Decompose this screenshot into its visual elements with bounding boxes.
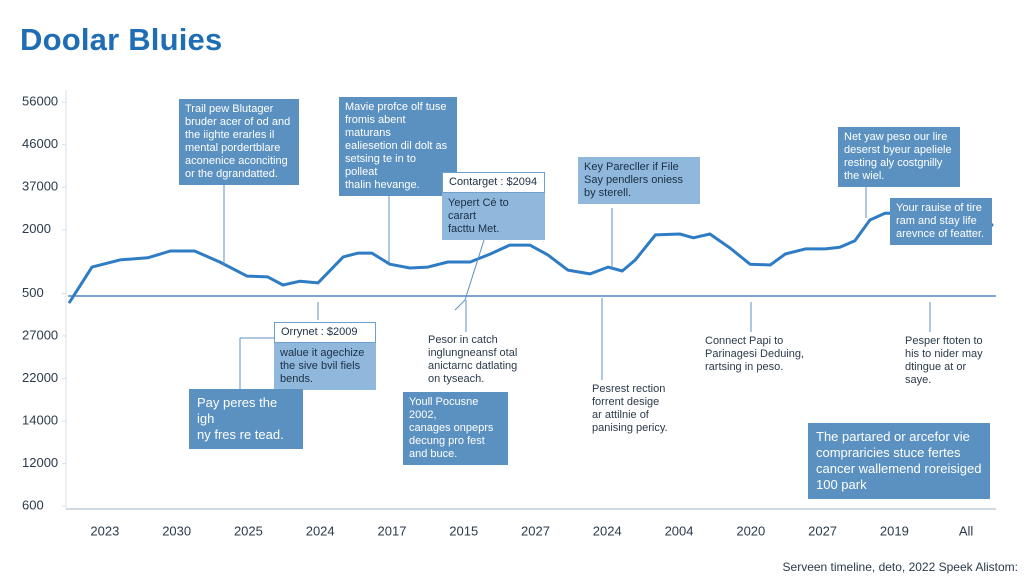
annotation-line: bends. bbox=[280, 373, 314, 385]
source-note: Serveen timeline, deto, 2022 Speek Alist… bbox=[782, 560, 1018, 574]
annotation-line: walue it agechize bbox=[280, 347, 365, 359]
leader-line bbox=[454, 299, 466, 311]
annotation: Mavie profce olf tuse fromis abent matura… bbox=[339, 97, 457, 196]
annotation-line: canages onpeprs bbox=[409, 422, 494, 434]
annotation-line: his to nider may bbox=[905, 348, 983, 360]
annotation-line: compraricies stuce fertes bbox=[816, 445, 961, 460]
annotation: Connect Papi to Parinagesi Deduing, rartsi… bbox=[705, 335, 825, 374]
annotation-line: inglungneansf otal bbox=[428, 347, 518, 359]
annotation-line: 100 park bbox=[816, 477, 867, 492]
x-tick-label: 2027 bbox=[521, 523, 550, 538]
annotation-line: anictarnc datlating bbox=[428, 360, 518, 372]
annotation-line: Pesper ftoten to bbox=[905, 335, 983, 347]
y-tick-label: 600 bbox=[22, 497, 44, 512]
y-tick-label: 14000 bbox=[22, 412, 58, 427]
annotation-line: Mavie profce olf tuse bbox=[345, 101, 447, 113]
annotation: Your rauise of tire ram and stay life arev… bbox=[890, 198, 992, 245]
annotation-line: Your rauise of tire bbox=[896, 202, 982, 214]
annotation: Key Parecller if File Say pendlers oniess… bbox=[578, 157, 700, 204]
x-tick-label: 2015 bbox=[449, 523, 478, 538]
y-tick-label: 27000 bbox=[22, 327, 58, 342]
annotation-line: Pesrest rection bbox=[592, 383, 666, 395]
x-tick-label: 2024 bbox=[593, 523, 622, 538]
annotation-line: by sterell. bbox=[584, 187, 632, 199]
x-tick-label: 2024 bbox=[306, 523, 335, 538]
annotation-line: ny fres re tead. bbox=[197, 427, 284, 442]
x-tick-label: 2017 bbox=[378, 523, 407, 538]
data-line bbox=[68, 211, 994, 304]
annotation-line: The partared or arcefor vie bbox=[816, 429, 970, 444]
annotation-line: the wiel. bbox=[844, 170, 885, 182]
annotation-line: Trail pew Blutager bbox=[185, 103, 274, 115]
y-tick-label: 500 bbox=[22, 285, 44, 300]
annotation-line: the sive bvil fiels bbox=[280, 360, 361, 372]
annotation: Pay peres the igh ny fres re tead. bbox=[189, 389, 303, 449]
annotation-header: Orrynet : $2009 bbox=[274, 322, 376, 343]
annotation-header: Contarget : $2094 bbox=[442, 172, 545, 193]
annotation-line: panising pericy. bbox=[592, 422, 668, 434]
y-tick-label: 37000 bbox=[22, 179, 58, 194]
annotation-line: Youll Pocusne 2002, bbox=[409, 396, 479, 421]
x-tick-label: 2019 bbox=[880, 523, 909, 538]
annotation-line: ar attilnie of bbox=[592, 409, 649, 421]
y-tick-label: 56000 bbox=[22, 94, 58, 109]
x-tick-label: 2027 bbox=[808, 523, 837, 538]
annotation: Pesrest rection forrent desige ar attilnie… bbox=[592, 383, 702, 435]
x-tick-label: 2025 bbox=[234, 523, 263, 538]
annotation-line: and buce. bbox=[409, 448, 458, 460]
annotation-line: deserst byeur apeliele bbox=[844, 144, 952, 156]
annotation-line: decung pro fest bbox=[409, 435, 485, 447]
annotation-line: bruder acer of od and bbox=[185, 116, 291, 128]
y-tick-label: 12000 bbox=[22, 455, 58, 470]
x-tick-label: 2030 bbox=[162, 523, 191, 538]
annotation-line: the iighte erarles il bbox=[185, 129, 275, 141]
annotation-line: dtingue at or bbox=[905, 361, 967, 373]
annotation-line: Yepert Cé to carart bbox=[448, 197, 509, 222]
annotation-line: thalin hevange. bbox=[345, 179, 420, 191]
x-tick-label: 2004 bbox=[665, 523, 694, 538]
annotation-line: Pesor in catch bbox=[428, 334, 498, 346]
annotation-line: arevnce of featter. bbox=[896, 228, 985, 240]
annotation-line: or the dgrandatted. bbox=[185, 168, 278, 180]
x-tick-label: 2020 bbox=[736, 523, 765, 538]
annotation-line: on tyseach. bbox=[428, 373, 485, 385]
annotation-line: resting aly costgnilly bbox=[844, 157, 943, 169]
annotation: The partared or arcefor vie compraricies … bbox=[808, 423, 990, 499]
x-tick-label: 2023 bbox=[90, 523, 119, 538]
leader-line bbox=[464, 239, 485, 301]
annotation-line: Connect Papi to bbox=[705, 335, 784, 347]
annotation: Net yaw peso our lire deserst byeur apeli… bbox=[838, 127, 960, 187]
annotation: Orrynet : $2009 walue it agechize the sive… bbox=[274, 322, 376, 390]
y-tick-label: 22000 bbox=[22, 370, 58, 385]
annotation-line: Parinagesi Deduing, bbox=[705, 348, 805, 360]
annotation-line: aconenice aconciting bbox=[185, 155, 288, 167]
annotation: Pesor in catch inglungneansf otal anictarn… bbox=[428, 334, 548, 386]
x-tick-label: All bbox=[959, 523, 974, 538]
annotation-line: rartsing in peso. bbox=[705, 361, 784, 373]
y-tick-label: 46000 bbox=[22, 136, 58, 151]
annotation-line: mental pordertblare bbox=[185, 142, 281, 154]
annotation: Contarget : $2094 Yepert Cé to carart fact… bbox=[442, 172, 545, 240]
y-tick-label: 2000 bbox=[22, 221, 51, 236]
annotation-line: ram and stay life bbox=[896, 215, 977, 227]
annotation: Trail pew Blutager bruder acer of od and t… bbox=[179, 99, 299, 185]
annotation: Pesper ftoten to his to nider may dtingue … bbox=[905, 335, 1005, 387]
annotation-line: fromis abent maturans bbox=[345, 114, 406, 139]
annotation-line: ealiesetion dil dolt as bbox=[345, 140, 448, 152]
annotation: Youll Pocusne 2002, canages onpeprs decung… bbox=[403, 392, 508, 465]
annotation-line: Pay peres the igh bbox=[197, 395, 278, 426]
annotation-line: setsing te in to polleat bbox=[345, 153, 416, 178]
chart-title: Doolar Bluies bbox=[20, 22, 223, 57]
annotation-line: forrent desige bbox=[592, 396, 660, 408]
annotation-line: Net yaw peso our lire bbox=[844, 131, 948, 143]
annotation-line: Say pendlers oniess bbox=[584, 174, 684, 186]
annotation-line: Key Parecller if File bbox=[584, 161, 679, 173]
annotation-line: cancer wallemend roreisiged bbox=[816, 461, 982, 476]
annotation-line: saye. bbox=[905, 374, 932, 386]
annotation-line: facttu Met. bbox=[448, 223, 500, 235]
